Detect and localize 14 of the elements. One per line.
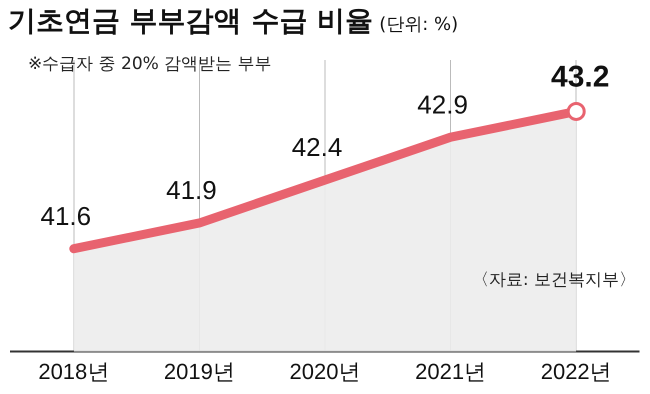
data-label: 43.2 bbox=[551, 60, 610, 94]
x-tick-label: 2019년 bbox=[164, 358, 235, 384]
chart-subtitle: (단위: %) bbox=[379, 14, 458, 35]
data-label: 42.9 bbox=[417, 89, 468, 120]
x-tick-label: 2022년 bbox=[540, 358, 612, 384]
data-label: 41.6 bbox=[40, 200, 92, 231]
chart-title: 기초연금 부부감액 수급 비율 bbox=[8, 4, 374, 37]
x-tick-label: 2020년 bbox=[290, 358, 360, 384]
annotation: ※수급자 중 20% 감액받는 부부 bbox=[28, 53, 272, 75]
data-label: 41.9 bbox=[166, 175, 217, 206]
x-tick-label: 2018년 bbox=[38, 358, 110, 384]
annotation: 〈자료: 보건복지부〉 bbox=[472, 269, 636, 291]
x-tick-label: 2021년 bbox=[415, 358, 486, 384]
data-label: 42.4 bbox=[292, 132, 342, 162]
